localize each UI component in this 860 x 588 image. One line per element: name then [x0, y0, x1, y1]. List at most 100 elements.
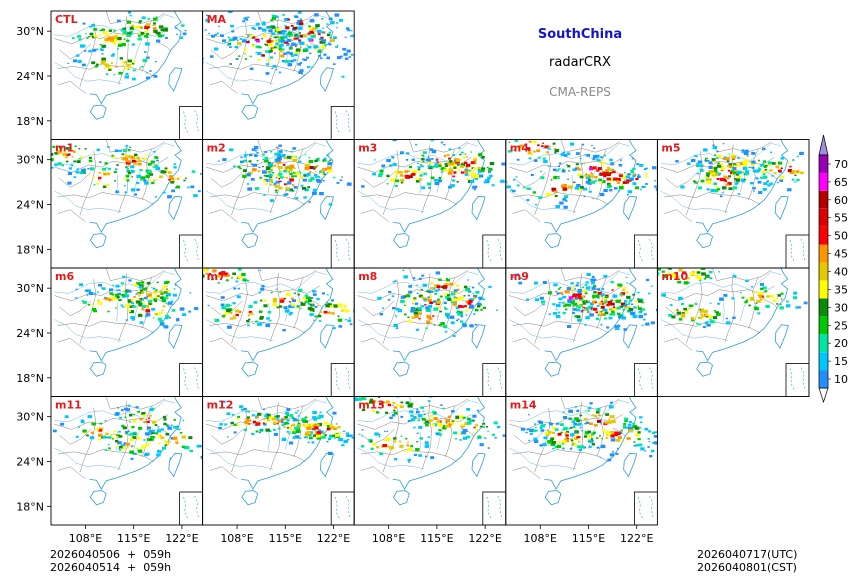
radar-echo — [326, 294, 329, 296]
radar-echo — [413, 308, 416, 310]
radar-echo — [392, 163, 397, 166]
radar-echo — [227, 436, 229, 438]
radar-echo — [442, 407, 445, 410]
radar-echo — [68, 167, 72, 170]
radar-echo — [443, 306, 447, 309]
radar-echo — [170, 424, 173, 427]
radar-echo — [313, 45, 318, 49]
radar-echo — [238, 55, 241, 57]
radar-echo — [132, 419, 137, 423]
radar-echo — [263, 194, 266, 196]
member-label: m9 — [510, 270, 529, 283]
radar-echo — [572, 308, 577, 311]
radar-echo — [466, 435, 471, 439]
river — [54, 399, 176, 423]
radar-echo — [407, 458, 411, 462]
radar-echo — [268, 38, 271, 40]
radar-echo — [304, 166, 310, 171]
radar-echo — [153, 150, 156, 153]
radar-echo — [138, 294, 141, 297]
radar-echo — [54, 163, 58, 166]
radar-echo — [127, 160, 131, 163]
radar-echo — [153, 75, 158, 78]
radar-echo — [780, 298, 783, 300]
radar-echo — [445, 296, 450, 300]
radar-echo — [327, 162, 333, 166]
radar-echo — [97, 301, 103, 305]
radar-echo — [416, 292, 419, 294]
radar-echo — [556, 169, 559, 172]
radar-echo — [80, 420, 85, 423]
radar-echo — [438, 323, 442, 326]
radar-echo — [254, 149, 258, 152]
radar-echo — [268, 170, 272, 173]
radar-echo — [164, 444, 168, 447]
radar-echo — [323, 424, 326, 426]
radar-echo — [558, 177, 560, 179]
radar-echo — [407, 404, 413, 408]
radar-echo — [242, 175, 247, 179]
radar-echo — [730, 165, 734, 169]
radar-echo — [167, 426, 172, 430]
radar-echo — [421, 274, 425, 277]
radar-echo — [701, 315, 704, 318]
radar-echo — [293, 26, 298, 30]
radar-echo — [115, 284, 120, 288]
radar-echo — [699, 264, 701, 266]
radar-echo — [528, 439, 531, 442]
radar-echo — [152, 23, 156, 26]
province-border — [445, 406, 455, 458]
radar-echo — [632, 293, 635, 296]
radar-echo — [665, 173, 667, 175]
radar-echo — [314, 315, 318, 318]
radar-echo — [690, 158, 696, 163]
panel-map — [51, 139, 203, 268]
radar-echo — [147, 427, 150, 430]
radar-echo — [619, 293, 623, 296]
radar-echo — [529, 428, 534, 432]
radar-echo — [330, 426, 335, 430]
radar-echo — [271, 32, 276, 36]
radar-echo — [457, 313, 461, 316]
radar-echo — [410, 445, 414, 448]
radar-echo — [270, 47, 273, 50]
colorbar-extend-max — [818, 134, 829, 156]
radar-echo — [149, 414, 152, 417]
radar-echo — [434, 181, 440, 186]
radar-echo — [399, 444, 404, 448]
radar-echo — [332, 304, 338, 308]
radar-echo — [265, 72, 270, 75]
radar-echo — [275, 36, 278, 39]
radar-echo — [137, 449, 143, 453]
taiwan-coast — [471, 195, 486, 221]
radar-echo — [761, 170, 766, 174]
radar-echo — [446, 153, 450, 157]
radar-echo — [678, 318, 683, 321]
radar-echo — [251, 36, 256, 39]
radar-echo — [107, 146, 110, 148]
radar-echo — [512, 276, 515, 278]
radar-echo — [164, 167, 168, 170]
radar-echo — [645, 278, 650, 282]
radar-echo — [283, 29, 287, 33]
radar-echo — [425, 304, 428, 306]
radar-echo — [291, 184, 295, 186]
panel-map — [505, 139, 667, 268]
radar-echo — [115, 445, 118, 448]
radar-echo — [210, 55, 214, 58]
radar-echo — [605, 413, 610, 416]
radar-echo — [231, 413, 235, 416]
radar-echo — [337, 56, 342, 60]
province-border — [382, 279, 400, 344]
radar-echo — [564, 438, 570, 443]
radar-echo — [714, 321, 717, 323]
radar-echo — [370, 320, 375, 323]
radar-echo — [700, 313, 703, 316]
radar-echo — [462, 156, 466, 159]
radar-echo — [127, 430, 130, 433]
radar-echo — [256, 152, 259, 154]
radar-echo — [289, 311, 293, 315]
radar-echo — [145, 289, 147, 291]
radar-echo — [750, 297, 755, 301]
scs-inset — [785, 363, 810, 397]
